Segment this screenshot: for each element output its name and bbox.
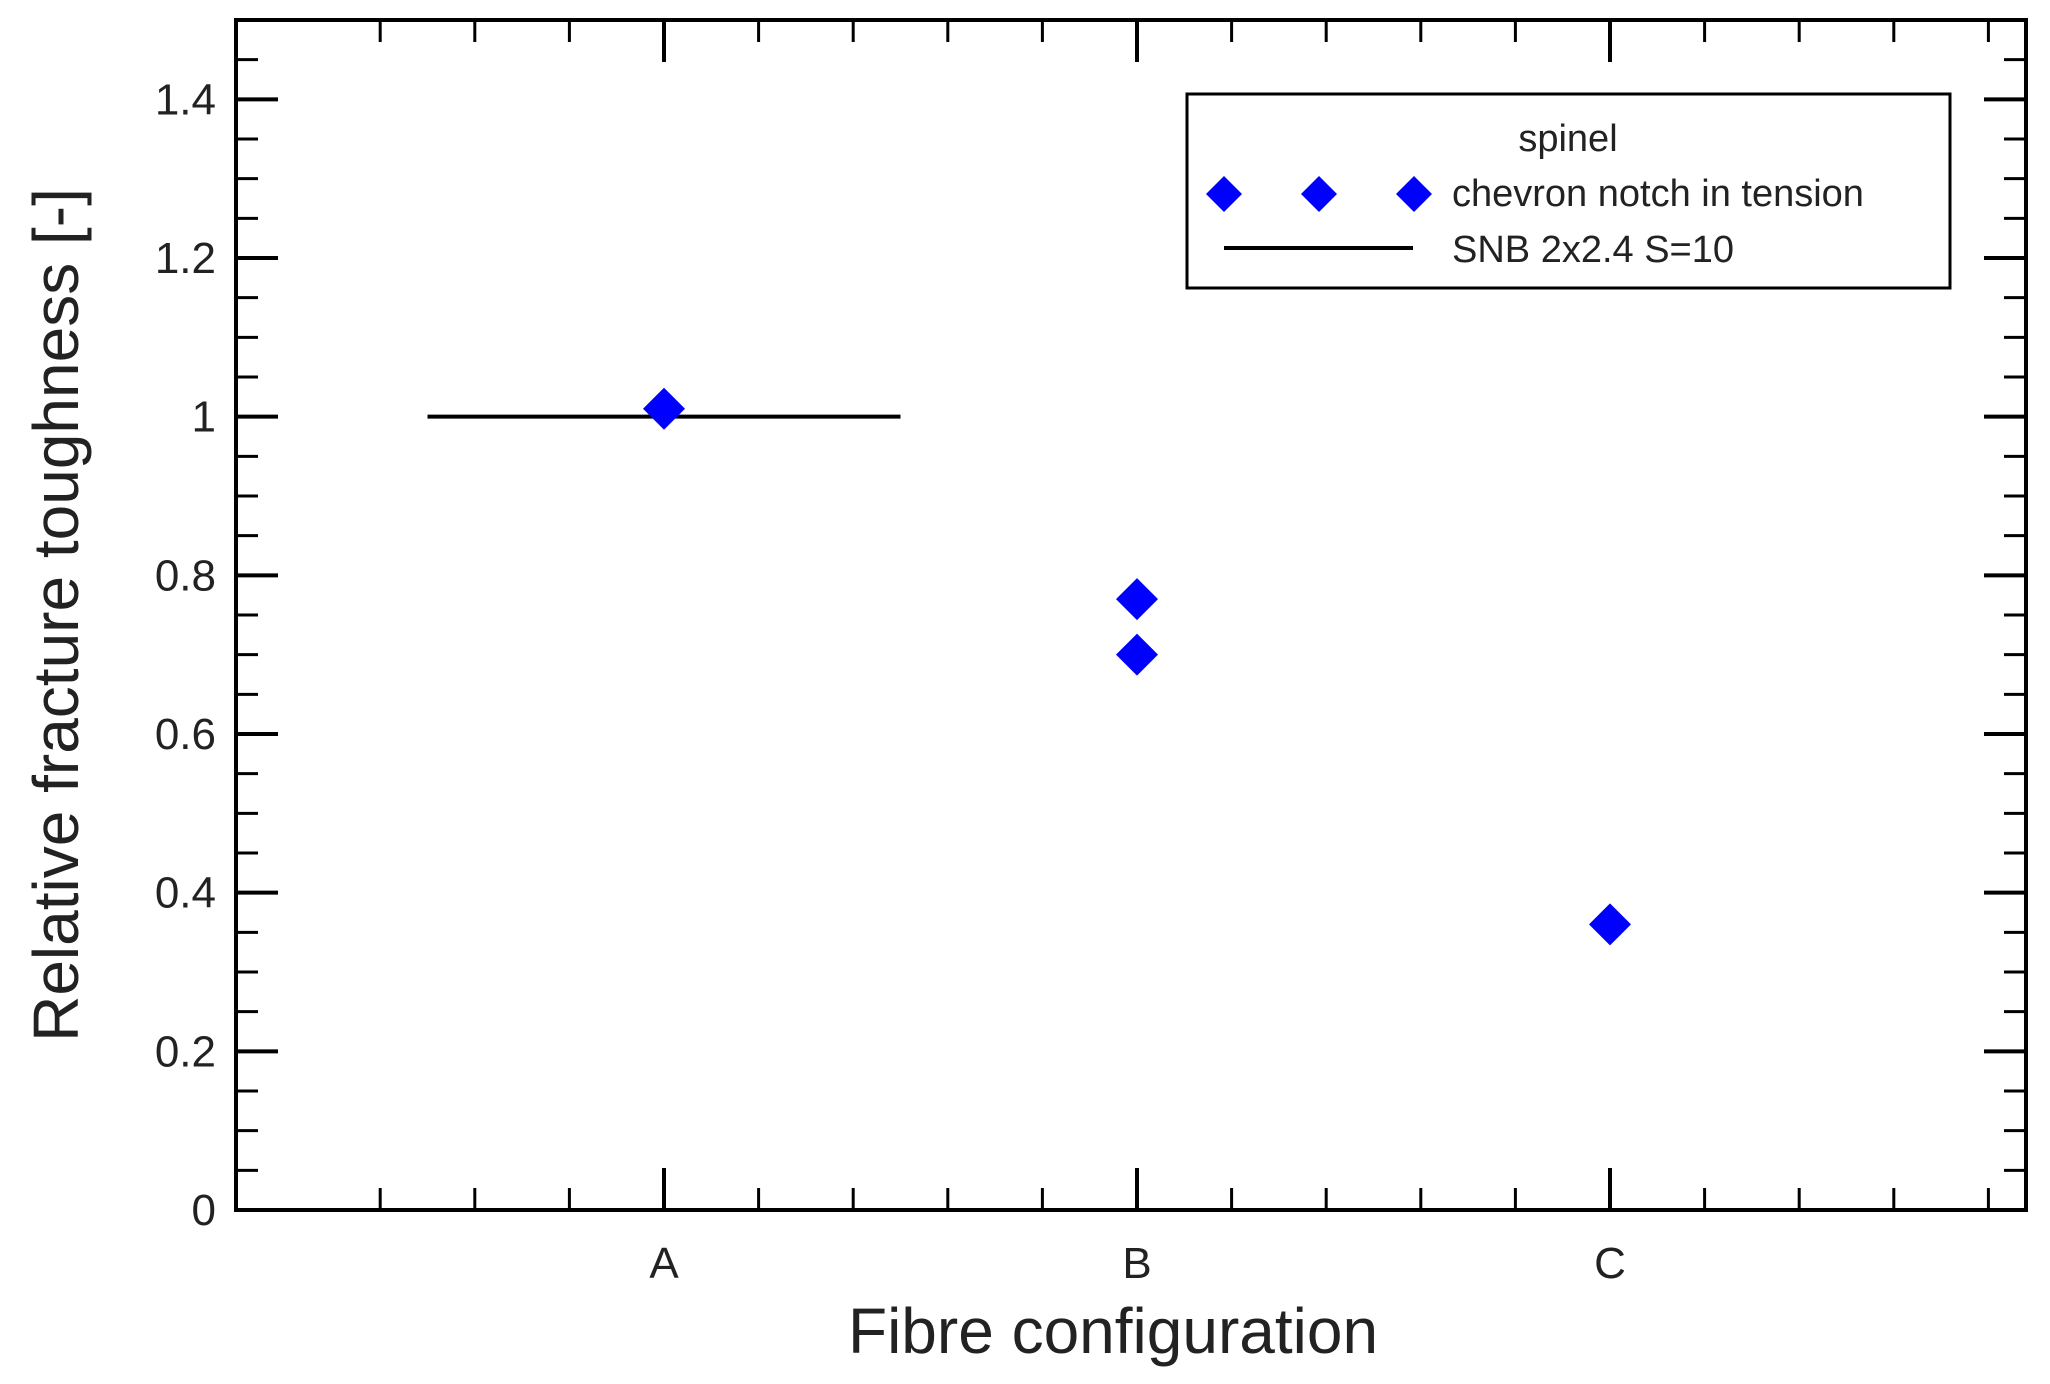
legend-marker-diamond	[1396, 176, 1432, 212]
y-tick-label: 1.2	[155, 234, 216, 283]
x-tick-labels: A B C	[649, 1239, 1626, 1288]
x-tick-label-b: B	[1122, 1239, 1151, 1288]
legend-marker-diamond	[1206, 176, 1242, 212]
legend: spinel chevron notch in tension SNB 2x2.…	[1185, 92, 1952, 290]
y-tick-label: 0.8	[155, 551, 216, 600]
x-tick-label-c: C	[1594, 1239, 1626, 1288]
y-axis-title: Relative fracture toughness [-]	[20, 188, 92, 1042]
data-point-a	[643, 387, 685, 430]
y-tick-label: 0.4	[155, 869, 216, 918]
y-tick-label: 0.6	[155, 710, 216, 759]
legend-marker-group	[1206, 176, 1432, 212]
y-tick-label: 1	[192, 393, 216, 442]
x-tick-label-a: A	[649, 1239, 679, 1288]
legend-title: spinel	[1518, 118, 1617, 160]
data-point-c	[1589, 903, 1631, 946]
legend-entry-snb: SNB 2x2.4 S=10	[1452, 229, 1734, 271]
y-tick-label: 0	[192, 1186, 216, 1235]
legend-marker-diamond	[1301, 176, 1337, 212]
data-point-b	[1116, 633, 1158, 676]
data-point-b	[1116, 578, 1158, 621]
x-axis-title: Fibre configuration	[848, 1295, 1378, 1367]
y-tick-labels: 0 0.2 0.4 0.6 0.8 1 1.2 1.4	[155, 75, 216, 1235]
legend-entry-chevron: chevron notch in tension	[1452, 173, 1864, 215]
y-tick-label: 0.2	[155, 1027, 216, 1076]
plot-frame	[234, 18, 2028, 1212]
data-points	[643, 387, 1631, 946]
y-tick-label: 1.4	[155, 75, 216, 124]
